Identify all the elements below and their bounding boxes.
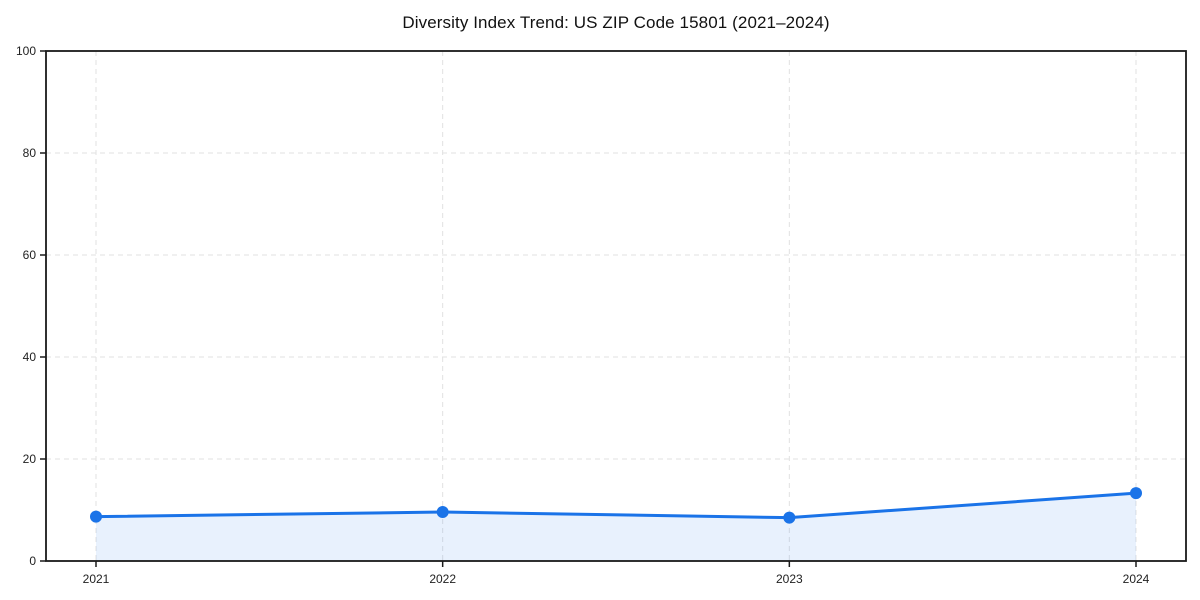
x-tick-label-2022: 2022	[429, 572, 456, 586]
chart-title: Diversity Index Trend: US ZIP Code 15801…	[402, 13, 830, 32]
y-tick-label-80: 80	[23, 146, 37, 160]
y-tick-label-100: 100	[16, 44, 36, 58]
y-tick-label-20: 20	[23, 452, 37, 466]
x-tick-label-2024: 2024	[1123, 572, 1150, 586]
y-tick-label-60: 60	[23, 248, 37, 262]
data-point-2023	[783, 511, 796, 524]
axes-border	[45, 50, 1187, 562]
data-point-2022	[436, 506, 449, 519]
x-tick-label-2021: 2021	[83, 572, 110, 586]
data-point-2024	[1130, 487, 1142, 500]
data-point-2021	[90, 510, 102, 523]
x-tick-label-2023: 2023	[776, 572, 803, 586]
y-tick-label-0: 0	[29, 554, 36, 568]
y-tick-label-40: 40	[23, 350, 37, 364]
trend-line	[94, 491, 1138, 520]
area-fill	[96, 493, 1136, 561]
